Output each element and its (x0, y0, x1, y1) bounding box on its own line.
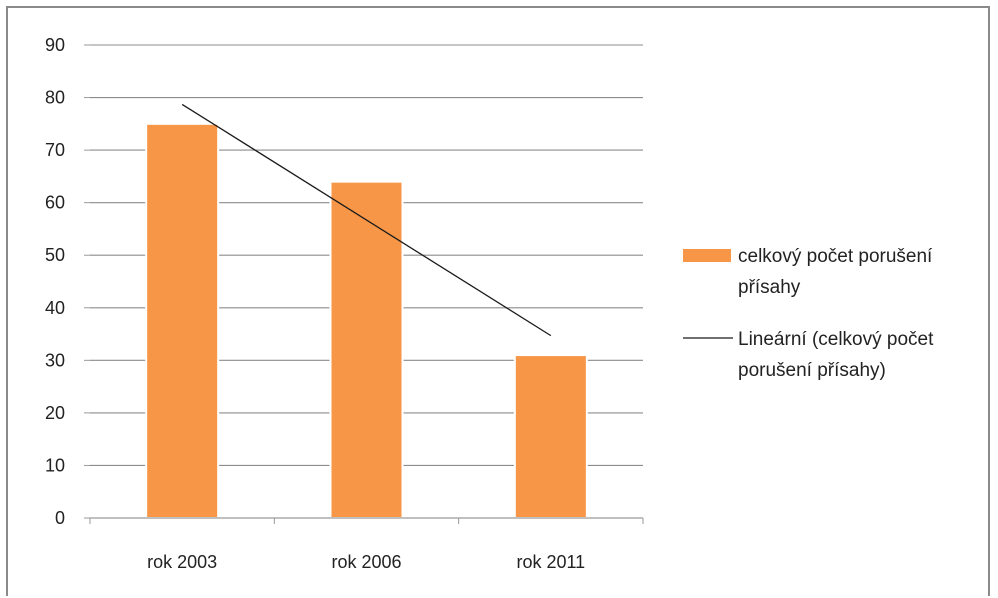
x-axis-ticks: rok 2003 rok 2006 rok 2011 (89, 518, 644, 572)
y-tick-label: 50 (45, 245, 65, 265)
y-tick-label: 40 (45, 298, 65, 318)
x-tick-label: rok 2006 (331, 552, 401, 572)
y-tick-label: 10 (45, 455, 65, 475)
x-tick-label: rok 2011 (516, 552, 585, 572)
y-tick-label: 80 (45, 88, 65, 108)
x-tick-label: rok 2003 (147, 552, 217, 572)
y-tick-label: 60 (45, 193, 65, 213)
y-tick-label: 0 (55, 508, 65, 528)
legend: celkový počet porušení přísahy Lineární … (683, 246, 934, 381)
y-tick-label: 20 (45, 403, 65, 423)
bars (145, 122, 588, 520)
y-tick-label: 70 (45, 140, 65, 160)
trendline (181, 103, 552, 337)
bar (329, 180, 404, 519)
chart-frame (6, 6, 990, 596)
legend-label-trend-line2: porušení přísahy) (738, 360, 886, 381)
legend-label-series-line1: celkový počet porušení (738, 246, 933, 267)
legend-swatch-series (683, 249, 731, 262)
y-axis-ticks: 0 10 20 30 40 50 60 70 80 90 (45, 35, 90, 528)
y-tick-label: 90 (45, 35, 65, 55)
bar (145, 122, 220, 519)
y-tick-label: 30 (45, 350, 65, 370)
legend-label-series-line2: přísahy (738, 277, 801, 298)
bar (513, 354, 588, 520)
legend-label-trend-line1: Lineární (celkový počet (738, 329, 934, 350)
